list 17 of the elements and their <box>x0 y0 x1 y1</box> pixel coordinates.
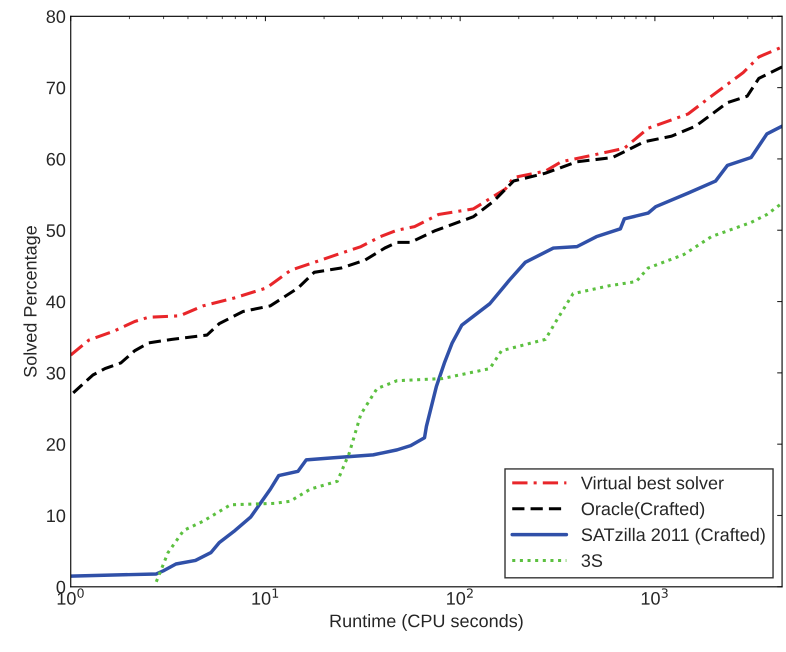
legend-label: SATzilla 2011 (Crafted) <box>582 528 765 545</box>
legend-label: 3S <box>582 554 602 567</box>
x-tick-label: 10$^{1}$ <box>252 588 278 605</box>
y-tick-label: 50 <box>46 224 66 237</box>
y-tick-label: 40 <box>46 295 66 308</box>
y-axis-title: Solved Percentage <box>23 226 40 378</box>
y-tick-label: 80 <box>46 10 66 24</box>
y-tick-label: 70 <box>46 82 66 94</box>
y-tick-label: 30 <box>46 366 66 380</box>
x-axis-title: Runtime (CPU seconds) <box>330 614 523 631</box>
y-tick-label: 60 <box>46 152 66 166</box>
y-tick-label: 10 <box>47 509 66 522</box>
x-tick-label: 10$^{3}$ <box>642 588 668 605</box>
legend-label: Virtual best solver <box>580 476 724 490</box>
y-tick-label: 20 <box>46 438 66 451</box>
legend-label: Oracle(Crafted) <box>582 502 704 519</box>
x-tick-label: 10$^{2}$ <box>447 588 473 605</box>
